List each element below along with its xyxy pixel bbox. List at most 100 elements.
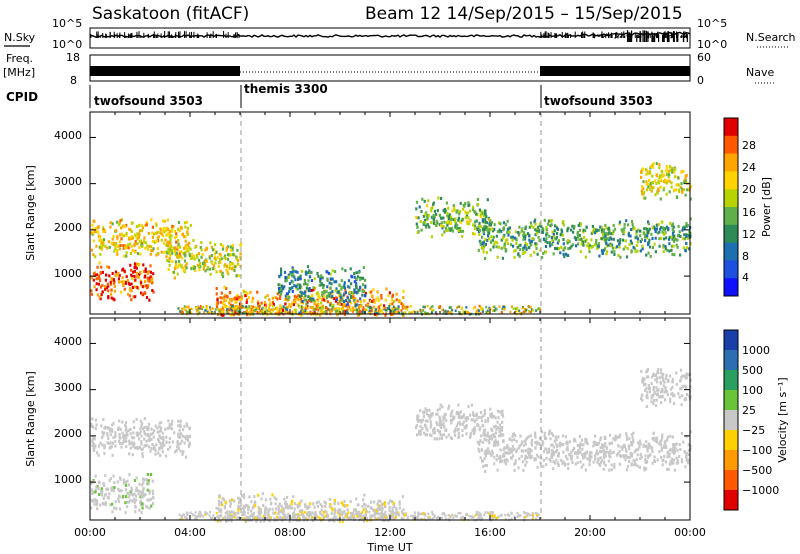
velocity-cell — [230, 519, 233, 523]
power-cell — [541, 230, 545, 234]
power-cell — [296, 297, 300, 301]
power-cell — [559, 251, 562, 255]
power-cell — [331, 295, 334, 299]
power-cell — [397, 305, 400, 308]
power-cell — [415, 207, 418, 211]
power-cell — [481, 212, 484, 216]
power-cell — [639, 240, 642, 243]
power-cell — [279, 294, 282, 298]
power-cell — [200, 255, 203, 259]
velocity-cell — [314, 515, 317, 518]
velocity-cell — [618, 462, 622, 466]
velocity-cell — [475, 510, 478, 514]
power-cell — [179, 310, 182, 313]
power-cell — [481, 242, 484, 246]
power-cell — [104, 287, 107, 291]
velocity-cell — [118, 419, 121, 423]
power-cell — [157, 251, 160, 255]
power-cell — [284, 275, 287, 279]
velocity-cell — [138, 490, 142, 494]
velocity-cell — [168, 440, 171, 444]
velocity-cell — [188, 426, 191, 430]
power-cell — [160, 238, 163, 242]
velocity-cell — [666, 435, 670, 439]
power-cell — [418, 205, 421, 209]
power-cell — [446, 310, 449, 313]
velocity-cell — [557, 452, 560, 456]
velocity-cell — [308, 512, 311, 515]
velocity-cell — [443, 416, 446, 420]
velocity-cell — [169, 445, 172, 449]
velocity-cell — [379, 499, 382, 503]
power-cell — [461, 217, 465, 221]
velocity-cell — [128, 439, 131, 443]
power-cell — [177, 242, 180, 246]
velocity-cell — [150, 473, 153, 476]
velocity-cell — [188, 441, 191, 445]
velocity-cell — [354, 508, 358, 512]
power-cell — [487, 311, 490, 314]
velocity-cell — [646, 396, 649, 400]
nsearch-dot — [653, 33, 655, 35]
power-cell — [301, 308, 304, 311]
nsearch-dot — [674, 33, 676, 35]
velocity-cell — [101, 436, 104, 439]
velocity-cell — [659, 380, 662, 384]
power-cell — [687, 234, 690, 237]
velocity-cell — [511, 444, 514, 448]
velocity-cell — [576, 461, 579, 465]
velocity-cell — [139, 430, 142, 434]
velocity-cell — [167, 419, 170, 423]
velocity-cell — [240, 504, 243, 508]
velocity-cell — [288, 504, 291, 508]
velocity-cell — [140, 448, 143, 451]
power-cell — [168, 257, 171, 261]
power-cell — [193, 266, 197, 269]
velocity-cell — [142, 493, 145, 497]
velocity-cell — [491, 429, 494, 432]
velocity-cell — [290, 506, 293, 510]
velocity-cell — [94, 488, 97, 492]
velocity-cell — [142, 477, 145, 481]
power-cell — [459, 201, 462, 205]
power-cell — [246, 292, 249, 296]
power-cell — [327, 292, 330, 295]
velocity-cell — [674, 443, 677, 447]
power-cell — [174, 253, 177, 257]
power-cell — [648, 227, 651, 231]
velocity-cell — [324, 501, 327, 505]
power-cell — [329, 301, 332, 305]
velocity-cell — [179, 449, 182, 453]
velocity-cell — [593, 440, 596, 444]
velocity-cell — [112, 436, 115, 440]
power-cell — [412, 310, 415, 313]
power-cell — [329, 272, 332, 276]
velocity-cell — [206, 512, 209, 515]
power-cell — [123, 269, 126, 273]
power-cell — [378, 310, 381, 313]
power-cell — [462, 310, 465, 313]
velocity-cell — [633, 460, 636, 464]
velocity-cell — [184, 435, 187, 439]
power-cell — [676, 234, 680, 238]
power-cell — [299, 276, 302, 280]
power-cell — [477, 309, 480, 312]
velocity-cell — [141, 502, 144, 506]
velocity-cell — [646, 459, 649, 463]
power-cell — [657, 189, 660, 193]
power-cell — [215, 292, 218, 296]
velocity-cell — [160, 444, 163, 448]
power-cell — [128, 283, 131, 287]
power-cell — [375, 298, 378, 302]
power-cell — [613, 253, 616, 256]
power-cell — [320, 309, 323, 313]
power-cell — [635, 231, 638, 235]
velocity-cell — [648, 390, 652, 394]
velocity-cell — [493, 462, 496, 466]
power-cell — [369, 299, 372, 303]
power-cell — [373, 305, 376, 309]
power-cell — [511, 238, 514, 242]
power-cell — [652, 162, 655, 166]
velocity-cell — [363, 502, 366, 506]
power-cell — [603, 247, 607, 251]
